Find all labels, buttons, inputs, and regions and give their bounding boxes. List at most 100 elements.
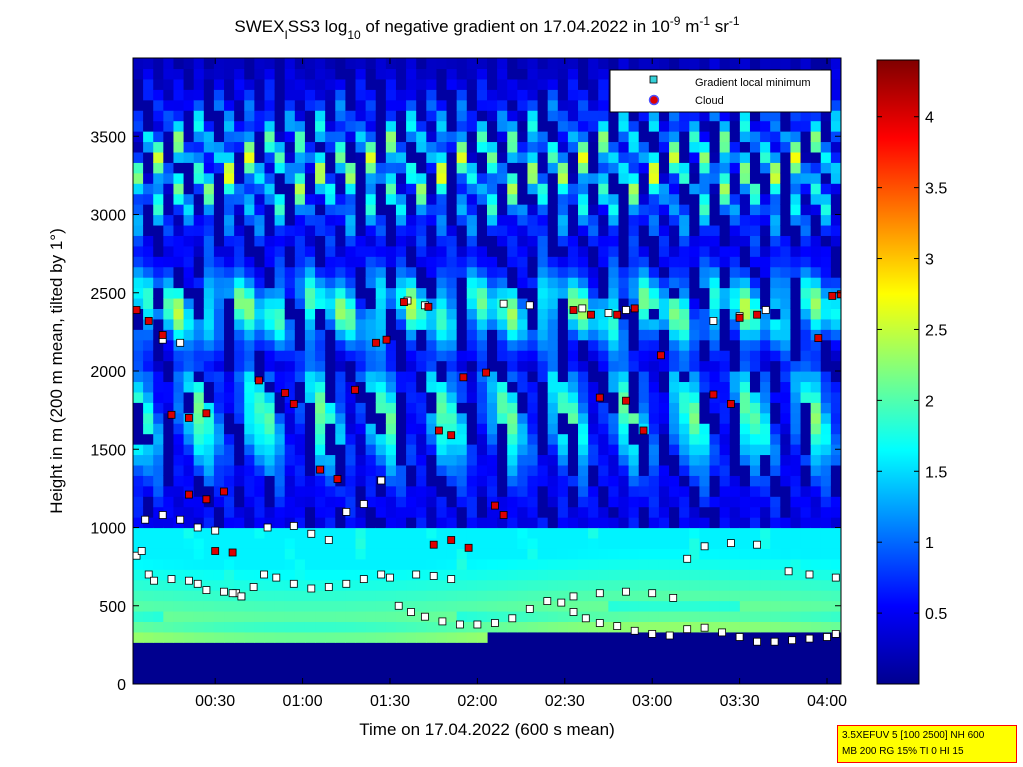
heatmap-cell	[770, 391, 781, 403]
heatmap-cell	[244, 454, 255, 466]
heatmap-cell	[254, 590, 266, 602]
heatmap-cell	[274, 548, 286, 560]
heatmap-cell	[618, 339, 630, 351]
heatmap-cell	[719, 151, 731, 163]
heatmap-cell	[345, 277, 357, 289]
heatmap-cell	[315, 131, 326, 143]
heatmap-cell	[497, 590, 508, 602]
heatmap-cell	[406, 537, 417, 549]
heatmap-cell	[406, 339, 417, 351]
heatmap-cell	[476, 235, 488, 247]
heatmap-cell	[790, 120, 802, 132]
heatmap-cell	[810, 537, 822, 549]
heatmap-cell	[163, 172, 175, 184]
heatmap-cell	[749, 162, 761, 174]
heatmap-cell	[406, 558, 417, 570]
heatmap-cell	[547, 58, 559, 70]
heatmap-cell	[598, 120, 609, 132]
heatmap-cell	[719, 224, 731, 236]
heatmap-cell	[507, 329, 518, 341]
heatmap-cell	[375, 329, 387, 341]
heatmap-cell	[163, 360, 175, 372]
heatmap-cell	[193, 318, 205, 330]
heatmap-cell	[234, 527, 245, 539]
heatmap-cell	[497, 256, 508, 268]
heatmap-cell	[719, 277, 731, 289]
heatmap-cell	[497, 141, 508, 153]
heatmap-cell	[355, 277, 367, 289]
heatmap-cell	[790, 621, 802, 633]
heatmap-cell	[395, 224, 407, 236]
heatmap-cell	[497, 621, 508, 633]
heatmap-cell	[487, 204, 498, 216]
heatmap-cell	[183, 360, 195, 372]
gradient-minimum-marker	[193, 579, 202, 588]
heatmap-cell	[193, 308, 205, 320]
gradient-minimum-marker	[508, 614, 517, 623]
heatmap-cell	[183, 590, 195, 602]
heatmap-cell	[173, 162, 185, 174]
heatmap-cell	[213, 360, 225, 372]
heatmap-cell	[810, 423, 822, 435]
heatmap-cell	[739, 558, 751, 570]
heatmap-cell	[456, 110, 468, 122]
heatmap-cell	[375, 214, 387, 226]
heatmap-cell	[325, 610, 336, 622]
heatmap-cell	[385, 99, 397, 111]
heatmap-cell	[557, 537, 569, 549]
heatmap-cell	[790, 110, 802, 122]
heatmap-cell	[345, 527, 357, 539]
heatmap-cell	[810, 151, 822, 163]
heatmap-cell	[446, 402, 458, 414]
heatmap-cell	[790, 412, 802, 424]
heatmap-cell	[274, 89, 286, 101]
heatmap-cell	[315, 371, 326, 383]
heatmap-cell	[648, 391, 660, 403]
cloud-marker	[569, 306, 578, 314]
heatmap-cell	[598, 99, 609, 111]
heatmap-cell	[780, 621, 792, 633]
heatmap-cell	[416, 433, 427, 445]
heatmap-cell	[527, 287, 539, 299]
heatmap-cell	[213, 621, 225, 633]
heatmap-cell	[618, 277, 630, 289]
cloud-marker	[587, 310, 595, 319]
heatmap-cell	[406, 78, 417, 90]
heatmap-cell	[709, 58, 721, 70]
heatmap-cell	[699, 110, 711, 122]
heatmap-cell	[183, 245, 195, 257]
heatmap-cell	[143, 110, 154, 122]
heatmap-cell	[416, 58, 427, 70]
heatmap-cell	[476, 120, 488, 132]
heatmap-cell	[173, 99, 185, 111]
heatmap-cell	[567, 496, 579, 508]
heatmap-cell	[780, 193, 792, 205]
heatmap-cell	[264, 141, 276, 153]
heatmap-cell	[426, 621, 438, 633]
heatmap-cell	[416, 631, 427, 643]
heatmap-cell	[658, 402, 670, 414]
heatmap-cell	[395, 339, 407, 351]
heatmap-cell	[335, 391, 346, 403]
heatmap-cell	[810, 517, 822, 529]
heatmap-cell	[557, 141, 569, 153]
heatmap-cell	[365, 610, 377, 622]
heatmap-cell	[264, 151, 276, 163]
heatmap-cell	[598, 360, 609, 372]
heatmap-cell	[497, 277, 508, 289]
heatmap-cell	[304, 621, 316, 633]
heatmap-cell	[395, 371, 407, 383]
heatmap-cell	[173, 412, 185, 424]
heatmap-cell	[749, 475, 761, 487]
heatmap-cell	[284, 120, 296, 132]
heatmap-cell	[466, 204, 478, 216]
heatmap-cell	[133, 141, 144, 153]
heatmap-cell	[254, 350, 266, 362]
heatmap-cell	[456, 162, 468, 174]
heatmap-cell	[173, 204, 185, 216]
heatmap-cell	[325, 162, 336, 174]
heatmap-cell	[547, 318, 559, 330]
heatmap-cell	[497, 266, 508, 278]
heatmap-cell	[820, 183, 832, 195]
heatmap-cell	[588, 590, 599, 602]
